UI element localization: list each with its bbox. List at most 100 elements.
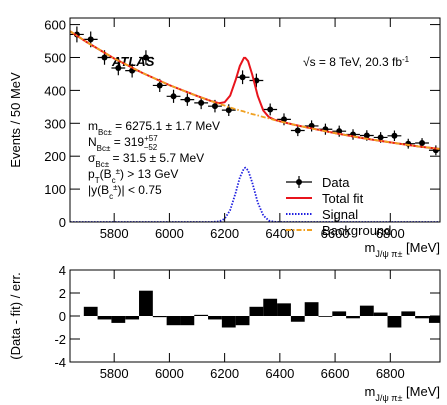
t: c (112, 176, 116, 185)
data-point (142, 54, 149, 61)
fit-curve (70, 30, 440, 150)
t: m (365, 240, 376, 255)
residual-bar (139, 290, 153, 316)
t: m (88, 119, 98, 133)
data-point (391, 132, 398, 139)
t: = 319 (110, 135, 144, 149)
energy-sup: -1 (402, 55, 410, 64)
residual-bar (125, 316, 140, 320)
data-point (156, 82, 163, 89)
data-point (87, 36, 94, 43)
fit-line: |y(Bc±)| < 0.75 (88, 183, 162, 201)
data-point (267, 106, 274, 113)
residual-bar (318, 316, 333, 317)
y-tick-label: 0 (59, 215, 66, 230)
x-tick-label: 5800 (100, 366, 129, 381)
y-tick-label: 500 (44, 50, 66, 65)
residual-bar (304, 302, 319, 316)
legend-label: Background (322, 223, 391, 238)
data-point (211, 103, 218, 110)
x-tick-label: 6800 (376, 366, 405, 381)
residual-bar (373, 312, 388, 316)
x-tick-label: 6600 (321, 366, 350, 381)
t: (B (100, 167, 112, 181)
t: ) > 13 GeV (120, 167, 178, 181)
residual-bar (249, 306, 264, 316)
fit-line: NBc± = 319+57 −52 (88, 134, 158, 153)
t: T (95, 176, 100, 185)
x-tick-label: 6400 (265, 226, 294, 241)
legend-label: Total fit (322, 191, 364, 206)
t: [MeV] (402, 240, 440, 255)
x-axis-title: mJ/ψ π± [MeV] (365, 384, 441, 403)
residual-bar (401, 311, 416, 316)
t: ± (113, 183, 118, 192)
t: p (88, 167, 95, 181)
data-point (363, 132, 370, 139)
residual-bar (290, 316, 305, 322)
residual-bar (346, 316, 360, 319)
t: N (88, 135, 97, 149)
residual-bar (263, 298, 278, 316)
fit-line: pT(Bc±) > 13 GeV (88, 167, 178, 185)
plot-area (70, 26, 440, 222)
data-point (115, 65, 122, 72)
x-tick-label: 6600 (321, 226, 350, 241)
t: m (365, 384, 376, 399)
data-point (170, 93, 177, 100)
x-tick-label: 6200 (210, 366, 239, 381)
t: J/ψ π± (375, 249, 402, 259)
residual-bar (180, 316, 195, 326)
residual-bar (221, 316, 236, 328)
x-tick-label: 6000 (155, 226, 184, 241)
fit-curve (70, 166, 440, 222)
residual-bar (387, 316, 402, 328)
t: ± (116, 167, 121, 176)
residual-bar (277, 303, 291, 316)
fit-line: σBc± = 31.5 ± 5.7 MeV (88, 151, 204, 169)
data-point (225, 107, 232, 114)
x-tick-label: 5800 (100, 226, 129, 241)
y-axis-title: (Data - fit) / err. (8, 272, 23, 359)
data-point (280, 116, 287, 123)
t: )| < 0.75 (118, 183, 162, 197)
y-tick-label: 100 (44, 182, 66, 197)
residual-bar (97, 316, 112, 320)
energy-label: √s = 8 TeV, 20.3 fb-1 (303, 55, 410, 70)
residual-bar (235, 316, 250, 326)
residual-bar (83, 306, 98, 316)
fit-results: mBc± = 6275.1 ± 1.7 MeV NBc± = 319+57 −52… (88, 119, 220, 201)
y-tick-label: 2 (59, 286, 66, 301)
t: = 31.5 ± 5.7 MeV (109, 151, 204, 165)
y-tick-label: 200 (44, 149, 66, 164)
axes-frame (69, 17, 441, 223)
t: +57 (144, 134, 158, 143)
residual-bar (359, 305, 374, 316)
data-point (294, 127, 301, 134)
residual-bar (415, 316, 429, 319)
t: σ (88, 151, 96, 165)
residual-bar (332, 311, 347, 316)
legend-label: Data (322, 175, 350, 190)
data-point (184, 96, 191, 103)
t: Bc± (98, 128, 112, 137)
x-tick-label: 6200 (210, 226, 239, 241)
t: −52 (144, 143, 158, 152)
t: |y(B (88, 183, 109, 197)
legend-swatch (296, 179, 302, 185)
residual-bar (111, 316, 126, 323)
axes-frame (69, 269, 441, 363)
y-tick-label: 300 (44, 116, 66, 131)
t: Bc± (95, 160, 109, 169)
fit-line: mBc± = 6275.1 ± 1.7 MeV (88, 119, 220, 137)
energy-text: √s = 8 TeV, 20.3 fb (303, 55, 402, 69)
y-tick-label: 400 (44, 83, 66, 98)
y-tick-label: 0 (59, 309, 66, 324)
t: = 6275.1 ± 1.7 MeV (112, 119, 220, 133)
data-point (198, 99, 205, 106)
data-point (101, 54, 108, 61)
data-point (419, 140, 426, 147)
x-tick-label: 6000 (155, 366, 184, 381)
x-tick-label: 6400 (265, 366, 294, 381)
